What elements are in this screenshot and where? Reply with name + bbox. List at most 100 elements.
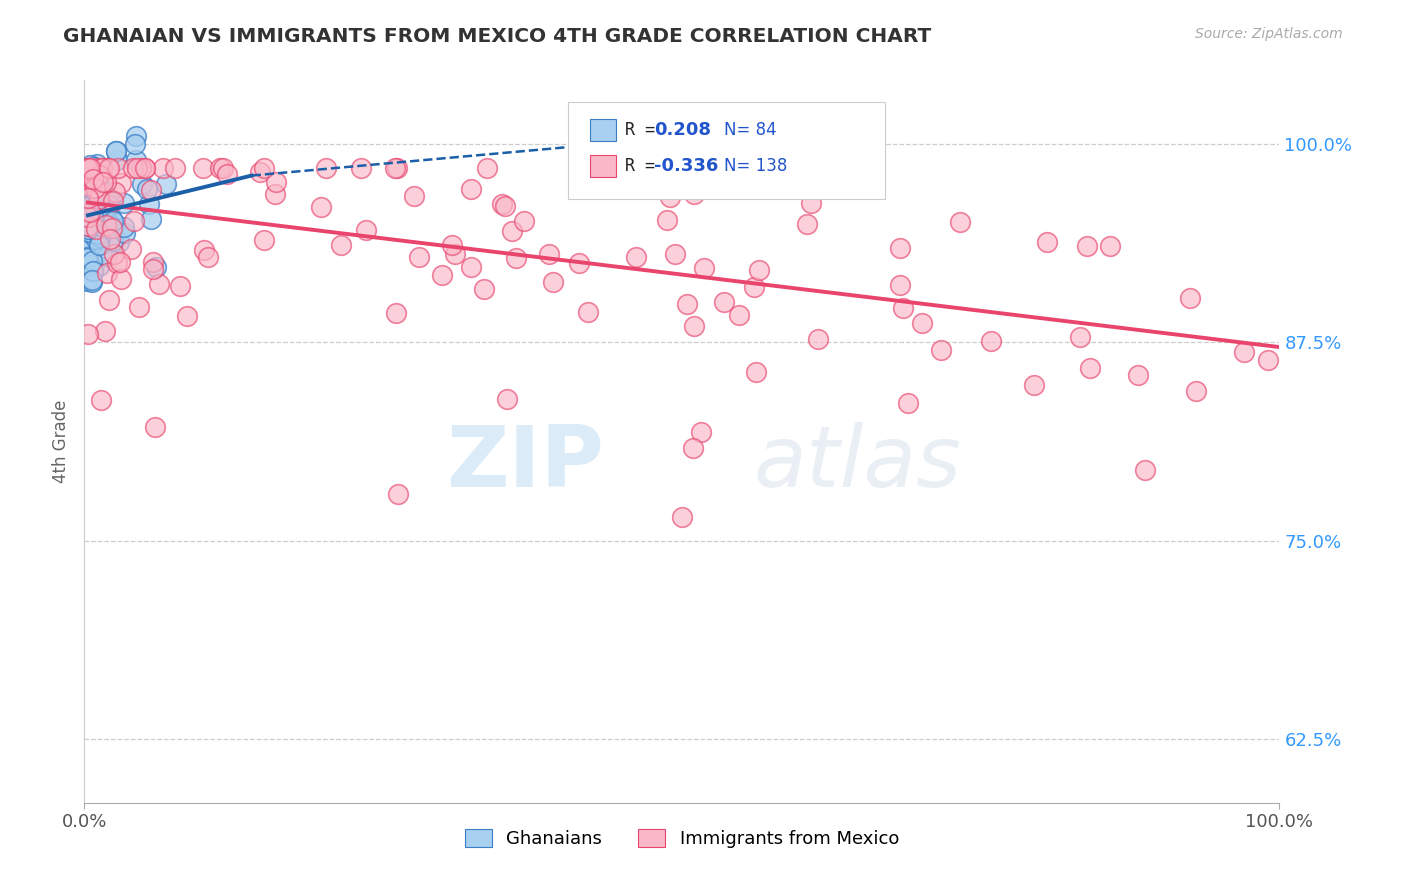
- Point: [441, 237, 464, 252]
- Point: [91, 218, 114, 232]
- Point: [475, 161, 498, 175]
- Point: [354, 223, 377, 237]
- Point: [89, 230, 111, 244]
- Point: [83, 167, 105, 181]
- Point: [1024, 378, 1046, 392]
- Point: [86, 186, 108, 200]
- Point: [79, 161, 101, 175]
- Point: [77, 178, 100, 192]
- Point: [122, 213, 145, 227]
- Point: [676, 297, 699, 311]
- Point: [350, 161, 373, 175]
- Point: [84, 232, 107, 246]
- Point: [77, 161, 100, 176]
- Point: [98, 293, 121, 307]
- Point: [80, 163, 103, 178]
- Point: [76, 275, 98, 289]
- Point: [110, 176, 132, 190]
- Point: [1233, 345, 1256, 359]
- Point: [76, 188, 98, 202]
- Point: [82, 172, 104, 186]
- Point: [76, 178, 98, 193]
- Point: [76, 222, 98, 236]
- Point: [82, 254, 104, 268]
- Text: N= 138: N= 138: [724, 157, 787, 175]
- Point: [1036, 235, 1059, 249]
- Point: [90, 161, 112, 175]
- Text: atlas: atlas: [754, 422, 962, 505]
- Point: [728, 308, 751, 322]
- Point: [89, 181, 111, 195]
- Point: [112, 196, 135, 211]
- Point: [496, 392, 519, 407]
- Point: [86, 208, 108, 222]
- Point: [145, 260, 167, 274]
- Point: [1184, 384, 1206, 398]
- Point: [142, 262, 165, 277]
- Point: [491, 197, 513, 211]
- Point: [253, 233, 276, 247]
- Point: [138, 196, 160, 211]
- Point: [163, 161, 186, 175]
- Point: [134, 161, 156, 175]
- Point: [98, 161, 121, 175]
- Point: [104, 144, 127, 158]
- Point: [79, 258, 101, 272]
- Point: [1069, 330, 1091, 344]
- Point: [131, 177, 153, 191]
- Point: [76, 200, 98, 214]
- Point: [94, 210, 117, 224]
- Point: [664, 247, 686, 261]
- Point: [134, 161, 156, 175]
- Point: [897, 395, 920, 409]
- Point: [103, 214, 125, 228]
- Point: [889, 241, 911, 255]
- Point: [87, 169, 110, 183]
- Point: [83, 190, 105, 204]
- Point: [77, 219, 100, 233]
- Point: [217, 167, 239, 181]
- Point: [96, 266, 118, 280]
- Point: [80, 273, 103, 287]
- Point: [107, 256, 129, 270]
- Point: [76, 252, 98, 266]
- Point: [148, 277, 170, 292]
- Point: [96, 249, 118, 263]
- Point: [89, 192, 111, 206]
- Point: [80, 167, 103, 181]
- Point: [796, 217, 818, 231]
- Point: [87, 227, 110, 241]
- Point: [460, 260, 482, 274]
- Point: [90, 393, 112, 408]
- Point: [125, 128, 148, 143]
- Text: 0.208: 0.208: [654, 121, 711, 139]
- Point: [120, 242, 142, 256]
- Point: [264, 175, 287, 189]
- Point: [79, 158, 101, 172]
- Point: [197, 250, 219, 264]
- Point: [80, 201, 103, 215]
- Point: [83, 177, 105, 191]
- Point: [911, 316, 934, 330]
- Point: [93, 208, 115, 222]
- Point: [330, 238, 353, 252]
- Point: [87, 237, 110, 252]
- Point: [94, 175, 117, 189]
- Point: [125, 153, 148, 167]
- Point: [143, 420, 166, 434]
- Point: [94, 218, 117, 232]
- Point: [108, 235, 131, 249]
- Point: [744, 280, 766, 294]
- Point: [100, 220, 122, 235]
- Point: [86, 172, 108, 186]
- Point: [1257, 352, 1279, 367]
- Point: [387, 486, 409, 500]
- Point: [249, 165, 271, 179]
- Point: [385, 161, 408, 175]
- Point: [77, 161, 100, 175]
- Point: [125, 161, 148, 175]
- Point: [129, 161, 152, 175]
- Point: [472, 282, 495, 296]
- Point: [103, 247, 125, 261]
- Point: [82, 264, 104, 278]
